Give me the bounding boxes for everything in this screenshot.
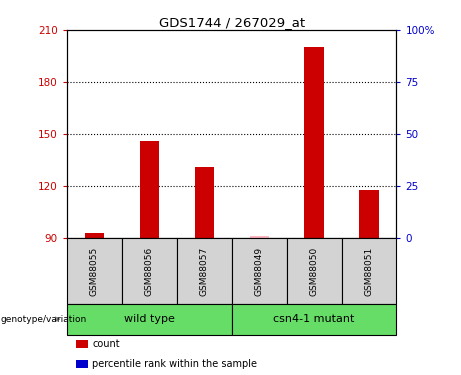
Text: GSM88055: GSM88055 [90,246,99,296]
Text: GSM88056: GSM88056 [145,246,154,296]
Text: wild type: wild type [124,314,175,324]
Bar [140,141,159,238]
Bar [249,236,269,238]
Bar [85,233,104,238]
Bar [360,190,378,238]
Text: GSM88049: GSM88049 [254,246,264,296]
Text: GSM88050: GSM88050 [309,246,319,296]
Text: csn4-1 mutant: csn4-1 mutant [273,314,355,324]
Text: GSM88057: GSM88057 [200,246,209,296]
Text: GSM88051: GSM88051 [365,246,373,296]
Bar [195,167,214,238]
Text: genotype/variation: genotype/variation [1,315,87,324]
Title: GDS1744 / 267029_at: GDS1744 / 267029_at [159,16,305,29]
Bar [304,47,324,238]
Text: count: count [92,339,120,349]
Text: percentile rank within the sample: percentile rank within the sample [92,359,257,369]
